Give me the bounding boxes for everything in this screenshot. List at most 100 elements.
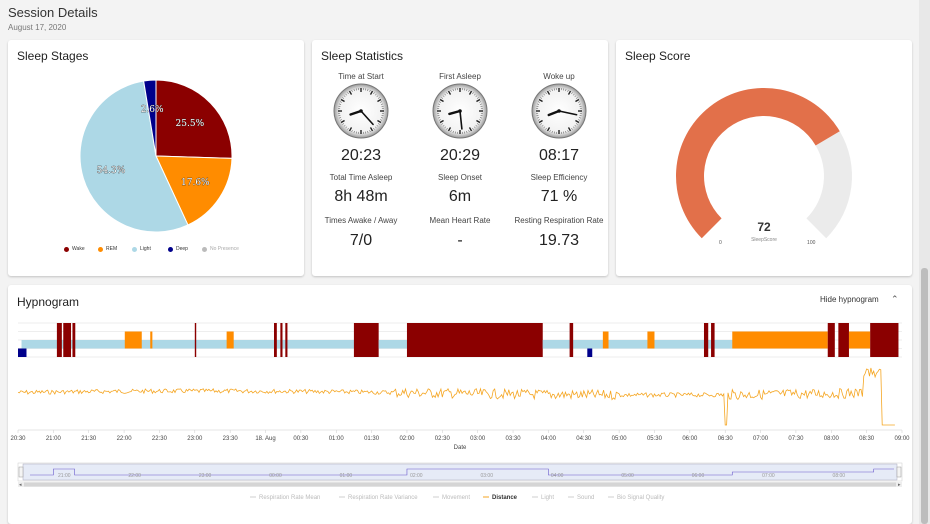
hypnogram-segment xyxy=(285,323,288,357)
stage-label: Awake xyxy=(18,324,39,331)
x-tick-label: 23:00 xyxy=(187,436,203,442)
legend-item-deep[interactable]: Deep xyxy=(168,246,188,252)
navigator-scrollbar-thumb[interactable] xyxy=(24,482,896,487)
svg-text:Sound: Sound xyxy=(577,495,594,501)
sleep-score-gauge: 0 100 72 SleepScore xyxy=(676,88,852,246)
hypnogram-segment xyxy=(827,323,835,357)
legend-item-rem[interactable]: REM xyxy=(98,246,117,252)
stage-label: REM xyxy=(19,333,34,340)
hypnogram-segment xyxy=(647,331,655,349)
chevron-up-icon: ⌃ xyxy=(890,294,899,304)
x-tick-label: 23:30 xyxy=(223,436,239,442)
scroll-left-icon[interactable]: ◂ xyxy=(19,482,22,488)
stat-label: Sleep Onset xyxy=(437,173,483,182)
x-tick-label: 22:30 xyxy=(152,436,168,442)
stat-label: Total Time Asleep xyxy=(329,173,393,182)
navigator-tick-label: 01:00 xyxy=(340,473,353,479)
series-toggle-respiration-rate-variance[interactable]: Respiration Rate Variance xyxy=(339,495,418,501)
distance-series-line xyxy=(17,367,895,426)
series-toggle-sound[interactable]: Sound xyxy=(568,495,594,501)
stat-label: Time at Start xyxy=(338,72,384,81)
gauge-max-label: 100 xyxy=(807,240,816,246)
legend-item-wake[interactable]: Wake xyxy=(64,246,85,252)
hypnogram-segment xyxy=(150,331,153,349)
stat-value: 19.73 xyxy=(538,232,580,249)
stat-label: Times Awake / Away xyxy=(324,216,398,225)
hypnogram-segment xyxy=(711,323,715,357)
pie-slice-wake[interactable] xyxy=(155,79,233,159)
svg-text:Respiration Rate Variance: Respiration Rate Variance xyxy=(348,495,418,501)
vertical-scrollbar[interactable] xyxy=(919,0,930,524)
x-tick-label: 04:00 xyxy=(541,436,557,442)
x-tick-label: 09:00 xyxy=(894,436,910,442)
series-toggle-distance[interactable]: Distance xyxy=(483,495,518,501)
pie-slice-rem[interactable] xyxy=(155,155,233,226)
navigator-handle-right[interactable] xyxy=(896,466,902,478)
navigator-tick-label: 23:00 xyxy=(199,473,212,479)
stat-value: 6m xyxy=(448,188,472,205)
pie-slice-light[interactable] xyxy=(79,80,189,233)
hide-hypnogram-button[interactable]: Hide hypnogram ⌃ xyxy=(820,294,898,305)
sleep-statistics-card: Sleep Statistics Time at Start 20:23 First… xyxy=(312,40,608,276)
hypnogram-segment xyxy=(587,348,593,357)
hypnogram-segment xyxy=(194,323,197,357)
pie-label-light: 54.3% xyxy=(97,166,126,176)
hypnogram-segment xyxy=(406,323,543,357)
stat-label: Woke up xyxy=(543,72,575,81)
sleep-score-label: SleepScore xyxy=(751,237,777,243)
hypnogram-segment xyxy=(602,331,609,349)
x-tick-label: 06:00 xyxy=(682,436,698,442)
pie-slice-deep[interactable] xyxy=(143,79,157,157)
legend-dot xyxy=(98,246,103,252)
sleep-score-value: 72 xyxy=(757,220,771,234)
series-toggle-light[interactable]: Light xyxy=(532,495,554,501)
hypnogram-segment xyxy=(72,323,76,357)
scroll-right-icon[interactable]: ▸ xyxy=(898,482,901,488)
hypnogram-segment xyxy=(353,323,379,357)
x-tick-label: 05:30 xyxy=(647,436,663,442)
x-tick-label: 01:30 xyxy=(364,436,380,442)
pie-label-deep: 2.6% xyxy=(141,105,164,115)
series-toggle-movement[interactable]: Movement xyxy=(433,495,470,501)
hypnogram-segment xyxy=(274,323,277,357)
svg-text:Respiration Rate Mean: Respiration Rate Mean xyxy=(259,495,320,501)
stat-label: Mean Heart Rate xyxy=(429,216,491,225)
series-toggle-respiration-rate-mean[interactable]: Respiration Rate Mean xyxy=(250,495,320,501)
svg-text:Light: Light xyxy=(541,495,554,501)
hypnogram-segment xyxy=(626,340,635,349)
navigator-handle-left[interactable] xyxy=(18,466,24,478)
stat-value: 7/0 xyxy=(349,232,373,249)
pie-label-wake: 25.5% xyxy=(176,119,205,129)
x-tick-label: 02:30 xyxy=(435,436,451,442)
legend-label: Wake xyxy=(72,246,85,252)
scrollbar-thumb[interactable] xyxy=(921,268,928,524)
x-tick-label: 06:30 xyxy=(718,436,734,442)
page-header: Session Details August 17, 2020 xyxy=(8,5,98,32)
x-tick-label: 04:30 xyxy=(576,436,592,442)
hypnogram-segment xyxy=(838,323,849,357)
legend-item-light[interactable]: Light xyxy=(132,246,151,252)
x-tick-label: 21:00 xyxy=(46,436,62,442)
navigator-tick-label: 21:00 xyxy=(58,473,71,479)
x-axis-label: Date xyxy=(454,445,467,451)
navigator-tick-label: 22:00 xyxy=(128,473,141,479)
hypnogram-title: Hypnogram xyxy=(17,295,80,309)
sleep-score-title: Sleep Score xyxy=(625,49,691,63)
hypnogram-segment xyxy=(569,323,574,357)
hypnogram-segment xyxy=(542,340,570,349)
analog-clock-icon xyxy=(432,83,488,139)
stat-label: Resting Respiration Rate xyxy=(514,216,604,225)
hide-hypnogram-label: Hide hypnogram xyxy=(820,295,879,304)
x-tick-label: 08:30 xyxy=(859,436,875,442)
page-title: Session Details xyxy=(8,5,98,20)
sleep-score-card: Sleep Score 0 100 72 SleepScore xyxy=(616,40,912,276)
x-tick-label: 22:00 xyxy=(117,436,133,442)
legend-dot xyxy=(64,246,69,252)
legend-item-no-presence[interactable]: No Presence xyxy=(202,246,239,252)
stat-value: 08:17 xyxy=(538,147,580,164)
legend-label: Deep xyxy=(176,246,188,252)
svg-text:Movement: Movement xyxy=(442,495,470,501)
series-toggle-bio-signal-quality[interactable]: Bio Signal Quality xyxy=(608,495,664,501)
navigator-tick-label: 05:00 xyxy=(621,473,634,479)
stat-value: 8h 48m xyxy=(334,188,388,205)
